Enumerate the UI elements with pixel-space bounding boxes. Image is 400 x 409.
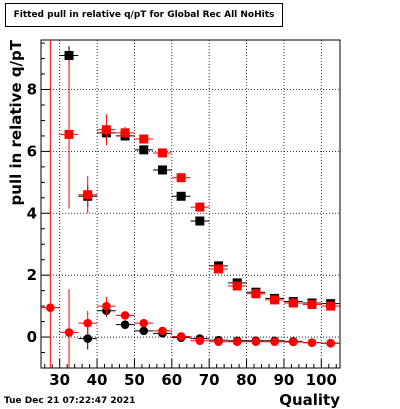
data-point-circle xyxy=(214,337,223,346)
y-tick-label: 0 xyxy=(27,328,37,346)
data-point-square xyxy=(139,134,149,144)
x-tick-label: 60 xyxy=(161,371,182,389)
data-point-square xyxy=(101,125,111,135)
y-tick-label: 6 xyxy=(27,142,37,160)
x-tick-label: 100 xyxy=(306,371,337,389)
data-point-circle xyxy=(270,337,279,346)
tick-labels: 30 40 50 60 70 80 90 100 0 2 4 6 8 xyxy=(27,81,337,389)
plot-frame xyxy=(40,39,341,369)
data-point-square xyxy=(83,190,93,200)
x-tick-label: 30 xyxy=(49,371,70,389)
grid-lines xyxy=(41,40,340,368)
x-tick-label: 70 xyxy=(199,371,220,389)
y-axis-label: pull in relative q/pT xyxy=(7,39,25,205)
data-point-square xyxy=(232,281,242,291)
y-tick-label: 8 xyxy=(27,81,37,99)
data-point-square xyxy=(176,173,186,183)
data-point-square xyxy=(139,145,149,155)
axis-ticks xyxy=(41,42,337,369)
data-point-circle xyxy=(288,337,298,347)
series-3 xyxy=(41,40,340,368)
data-point-circle xyxy=(176,332,186,341)
x-tick-label: 50 xyxy=(124,371,145,389)
data-point-circle xyxy=(195,336,205,346)
data-point-circle xyxy=(326,338,335,348)
data-point-circle xyxy=(139,326,149,336)
x-axis-label: Quality xyxy=(279,391,340,409)
x-tick-label: 80 xyxy=(236,371,257,389)
y-tick-label: 2 xyxy=(27,266,37,284)
data-point-circle xyxy=(64,328,74,337)
data-point-circle xyxy=(46,303,55,312)
data-point-circle xyxy=(251,337,261,346)
data-point-square xyxy=(120,128,130,138)
data-point-circle xyxy=(83,334,93,343)
data-point-square xyxy=(251,289,261,299)
data-point-square xyxy=(195,202,205,212)
y-tick-label: 4 xyxy=(27,204,37,222)
x-tick-label: 40 xyxy=(87,371,108,389)
data-point-circle xyxy=(102,301,111,311)
data-point-square xyxy=(214,264,224,274)
x-tick-label: 90 xyxy=(274,371,295,389)
series-0 xyxy=(59,46,340,309)
data-point-square xyxy=(157,165,167,175)
data-point-circle xyxy=(158,326,167,336)
series-2 xyxy=(78,304,340,350)
data-point-square xyxy=(288,298,298,308)
data-point-circle xyxy=(83,318,93,328)
data-point-square xyxy=(64,129,74,139)
data-point-square xyxy=(64,50,74,60)
data-markers xyxy=(41,40,340,368)
data-point-circle xyxy=(120,320,130,329)
data-point-circle xyxy=(232,337,242,346)
data-point-square xyxy=(326,301,336,311)
data-point-square xyxy=(307,300,317,310)
data-point-square xyxy=(195,216,205,226)
data-point-square xyxy=(157,148,167,158)
data-point-square xyxy=(270,295,280,305)
data-point-circle xyxy=(139,318,149,328)
data-point-circle xyxy=(120,311,130,320)
data-point-square xyxy=(176,191,186,201)
timestamp: Tue Dec 21 07:22:47 2021 xyxy=(4,396,136,406)
data-point-circle xyxy=(307,338,317,347)
series-1 xyxy=(59,60,340,311)
chart-title: Fitted pull in relative q/pT for Global … xyxy=(5,3,283,27)
